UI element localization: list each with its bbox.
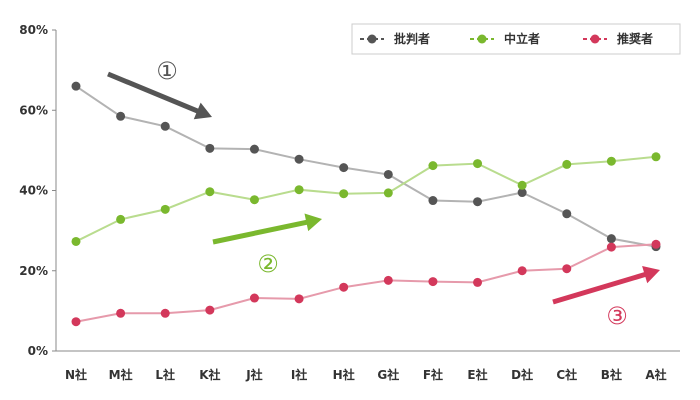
data-point — [339, 282, 349, 292]
data-point — [562, 209, 572, 219]
series-line — [75, 155, 657, 243]
trend-arrow-head — [642, 265, 660, 284]
data-point — [606, 242, 616, 252]
data-point — [473, 159, 483, 169]
data-point — [116, 111, 126, 121]
data-point — [205, 143, 215, 153]
series-批判者 — [71, 81, 661, 252]
x-tick-label: D社 — [511, 367, 533, 382]
data-point — [339, 163, 349, 173]
series-line — [75, 85, 657, 248]
legend-marker — [477, 34, 487, 44]
data-point — [294, 185, 304, 195]
x-tick-label: J社 — [245, 367, 262, 382]
data-point — [116, 214, 126, 224]
trend-arrow-head — [304, 213, 322, 232]
x-tick-label: G社 — [377, 367, 399, 382]
data-point — [383, 188, 393, 198]
data-point — [71, 317, 81, 327]
series-lines — [71, 81, 661, 327]
data-point — [428, 161, 438, 171]
data-point — [205, 187, 215, 197]
legend-label: 推奨者 — [617, 31, 653, 46]
data-point — [71, 81, 81, 91]
x-tick-label: B社 — [601, 367, 622, 382]
series-推奨者 — [71, 239, 661, 327]
data-point — [116, 308, 126, 318]
data-point — [473, 277, 483, 287]
data-point — [249, 195, 259, 205]
data-point — [651, 152, 661, 162]
trend-arrow-shaft — [107, 71, 201, 114]
y-tick-labels: 0% 20% 40% 60% 80% — [19, 23, 56, 358]
x-tick-label: I社 — [291, 367, 307, 382]
data-point — [517, 188, 527, 198]
trend-arrow-shaft — [552, 271, 648, 305]
trend-arrows: ① ② ③ — [107, 57, 660, 330]
series-line — [75, 243, 657, 323]
data-point — [562, 264, 572, 274]
x-tick-label: A社 — [645, 367, 666, 382]
y-tick-label: 0% — [28, 344, 48, 358]
x-tick-label: H社 — [333, 367, 355, 382]
legend-box — [351, 23, 681, 55]
y-tick-label: 60% — [19, 103, 48, 117]
data-point — [383, 275, 393, 285]
legend-marker — [590, 34, 600, 44]
data-point — [606, 156, 616, 166]
data-point — [294, 154, 304, 164]
x-tick-label: M社 — [109, 367, 133, 382]
data-point — [71, 236, 81, 246]
data-point — [473, 197, 483, 207]
x-tick-label: K社 — [199, 367, 220, 382]
data-point — [160, 308, 170, 318]
data-point — [383, 169, 393, 179]
legend-marker — [367, 34, 377, 44]
data-point — [428, 277, 438, 287]
x-tick-label: N社 — [65, 367, 87, 382]
annotation-label: ① — [156, 57, 178, 85]
annotation-label: ③ — [606, 302, 628, 330]
trend-arrow-head — [193, 102, 212, 120]
x-tick-label: L社 — [155, 367, 175, 382]
legend-label: 批判者 — [394, 31, 430, 46]
data-point — [606, 234, 616, 244]
legend-label: 中立者 — [504, 31, 540, 46]
x-tick-label: F社 — [423, 367, 443, 382]
legend: 批判者 中立者 推奨者 — [351, 23, 681, 55]
y-tick-label: 80% — [19, 23, 48, 37]
y-tick-label: 40% — [19, 184, 48, 198]
data-point — [339, 189, 349, 199]
data-point — [517, 180, 527, 190]
data-point — [160, 204, 170, 214]
trend-arrow-shaft — [212, 219, 309, 245]
annotation-label: ② — [257, 250, 279, 278]
data-point — [205, 305, 215, 315]
y-tick-label: 20% — [19, 264, 48, 278]
data-point — [249, 293, 259, 303]
data-point — [428, 196, 438, 206]
data-point — [517, 266, 527, 276]
x-tick-label: E社 — [467, 367, 487, 382]
series-中立者 — [71, 152, 661, 246]
data-point — [562, 159, 572, 169]
data-point — [294, 294, 304, 304]
x-tick-labels: N社 M社 L社 K社 J社 I社 H社 G社 F社 E社 D社 C社 B社 A社 — [65, 367, 667, 382]
data-point — [249, 144, 259, 154]
data-point — [651, 239, 661, 249]
data-point — [160, 121, 170, 131]
x-tick-label: C社 — [556, 367, 577, 382]
